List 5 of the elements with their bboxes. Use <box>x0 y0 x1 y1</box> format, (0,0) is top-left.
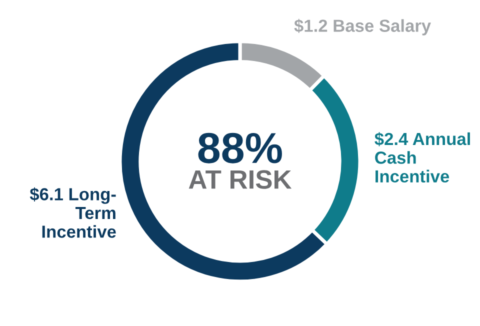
slice-label: $1.2 Base Salary <box>294 18 431 36</box>
slice-label: $6.1 Long- Term Incentive <box>30 187 116 238</box>
text: 88% <box>198 132 282 164</box>
slice-label: $2.4 Annual Cash Incentive <box>374 132 470 183</box>
text: AT RISK <box>188 170 292 189</box>
